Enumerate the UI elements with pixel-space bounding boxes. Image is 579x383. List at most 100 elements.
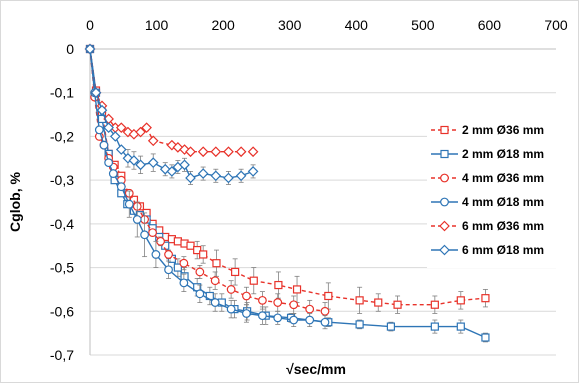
data-point (195, 289, 205, 299)
x-tick-label: 400 (345, 17, 369, 33)
legend-label: 6 mm Ø36 mm (462, 219, 544, 233)
legend-marker (440, 149, 449, 159)
data-point (212, 259, 221, 268)
data-point (231, 267, 240, 277)
data-point (141, 122, 152, 134)
data-point (166, 166, 178, 177)
data-point (481, 333, 490, 342)
data-point (116, 182, 126, 192)
legend-box (427, 120, 557, 268)
series-line (89, 48, 254, 153)
data-point (247, 146, 259, 158)
legend-marker (440, 125, 449, 135)
y-tick-label: -0,5 (50, 260, 74, 276)
series-line (89, 48, 326, 312)
legend-label: 2 mm Ø18 mm (462, 147, 544, 161)
data-point (135, 126, 146, 138)
data-point (223, 172, 234, 184)
y-tick-label: -0,1 (50, 85, 74, 101)
data-point (289, 300, 299, 310)
data-point (104, 158, 114, 168)
data-point (289, 315, 299, 325)
data-point (197, 146, 209, 158)
data-point (210, 298, 220, 307)
legend-marker (439, 220, 450, 232)
data-point (273, 313, 283, 323)
data-point (430, 322, 439, 331)
legend-item: 6 mm Ø36 mm (431, 219, 544, 233)
data-point (115, 144, 127, 155)
y-tick-label: -0,3 (50, 172, 74, 188)
data-point (481, 294, 490, 303)
data-point (242, 309, 251, 318)
x-tick-label: 700 (544, 17, 568, 33)
x-tick-label: 600 (478, 17, 502, 33)
data-point (115, 122, 127, 134)
data-point (90, 87, 102, 99)
data-point (430, 300, 439, 309)
data-point (140, 230, 149, 240)
data-point (273, 298, 283, 307)
data-point (199, 250, 208, 259)
y-tick-label: -0,6 (50, 303, 74, 319)
data-point (374, 298, 383, 307)
data-point (226, 285, 236, 294)
legend-item: 2 mm Ø36 mm (431, 123, 544, 137)
data-point (320, 306, 330, 316)
legend-marker (440, 197, 449, 207)
data-point (109, 131, 121, 142)
y-axis-title: Cglob, % (7, 172, 23, 232)
data-point (164, 250, 173, 259)
data-point (94, 125, 104, 135)
data-point (210, 170, 222, 182)
data-point (173, 263, 182, 272)
data-point (99, 140, 109, 150)
data-point (456, 322, 465, 331)
data-point (274, 280, 283, 290)
data-point (179, 159, 190, 171)
data-point (305, 304, 315, 314)
data-point (179, 278, 189, 288)
x-tick-label: 500 (411, 17, 435, 33)
data-point (124, 199, 134, 209)
data-point (223, 146, 234, 158)
legend-label: 6 mm Ø18 mm (462, 243, 544, 257)
data-point (147, 157, 159, 169)
data-point (235, 146, 247, 158)
data-point (129, 195, 139, 204)
y-tick-label: 0 (66, 41, 74, 57)
data-point (193, 245, 202, 255)
data-point (355, 320, 364, 329)
data-point (386, 322, 396, 331)
x-tick-label: 300 (278, 17, 302, 33)
data-point (84, 43, 96, 55)
data-point (292, 285, 302, 294)
legend-marker (439, 244, 450, 256)
legend-label: 2 mm Ø36 mm (462, 123, 544, 137)
x-tick-labels: 0 100 200 300 400 500 600 700 (86, 17, 568, 33)
data-point (305, 315, 315, 325)
data-point (355, 296, 364, 305)
legend-item: 2 mm Ø18 mm (431, 147, 544, 161)
data-point (179, 258, 189, 268)
legend-label: 4 mm Ø18 mm (462, 195, 544, 209)
data-point (258, 311, 267, 321)
data-point (226, 304, 236, 314)
legend: 2 mm Ø36 mm 2 mm Ø18 mm 4 mm Ø36 mm 4 mm Ø1… (427, 120, 557, 268)
y-tick-label: -0,2 (50, 128, 74, 144)
data-point (393, 300, 402, 309)
series-line (89, 48, 326, 323)
data-point (132, 215, 142, 224)
x-tick-label: 100 (145, 17, 169, 33)
data-point (173, 237, 182, 246)
data-point (151, 250, 161, 259)
data-point (128, 155, 140, 166)
data-point (197, 168, 209, 179)
data-point (242, 291, 251, 301)
legend-label: 4 mm Ø36 mm (462, 171, 544, 185)
x-tick-label: 0 (86, 17, 94, 33)
data-point (96, 104, 108, 116)
data-point (108, 169, 118, 178)
